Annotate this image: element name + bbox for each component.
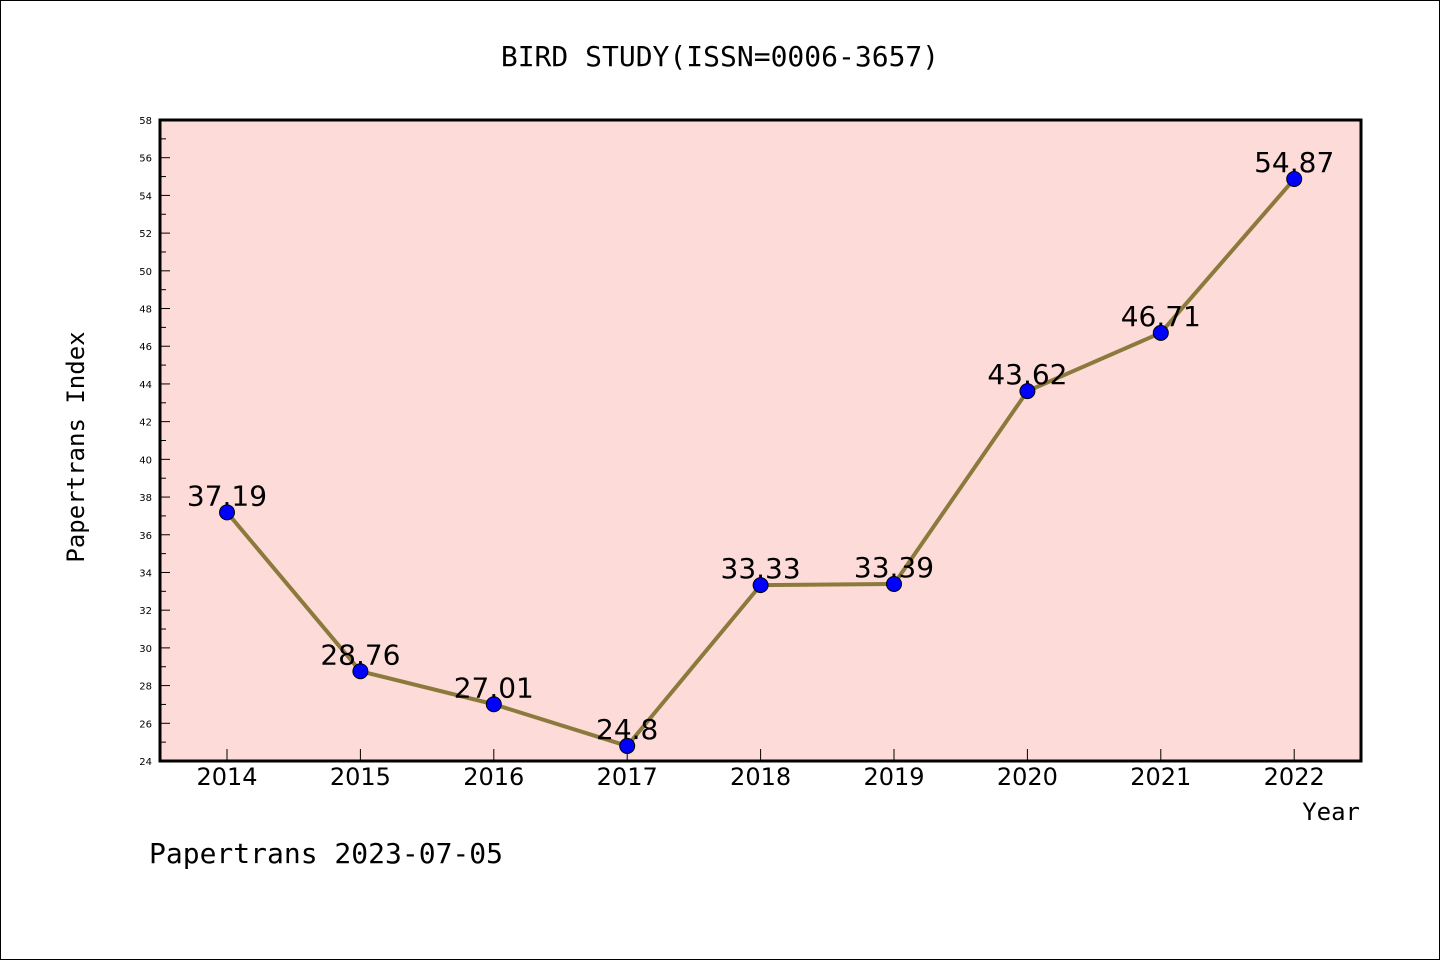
y-axis: 24 26 28 30 32 34 36 38 40 42 44 46 48 50 52 54 56 58 [139, 116, 170, 768]
x-tick-label: 2020 [997, 763, 1058, 791]
data-label: 27.01 [454, 671, 534, 704]
y-tick-label: 32 [139, 606, 152, 617]
plot-area [158, 118, 1363, 763]
data-label: 33.39 [854, 551, 934, 584]
x-tick-label: 2019 [863, 763, 924, 791]
data-label: 37.19 [187, 479, 267, 512]
series-line-group: 37.19 28.76 27.01 24.8 33.33 33.39 43.62 46.71 5… [187, 146, 1334, 754]
data-point [1152, 324, 1169, 341]
data-label: 28.76 [320, 638, 400, 671]
data-label: 43.62 [987, 358, 1067, 391]
y-tick-label: 48 [139, 305, 152, 316]
y-tick-label: 24 [139, 757, 152, 768]
x-tick-label: 2015 [330, 763, 391, 791]
y-tick-label: 52 [139, 229, 152, 240]
data-label: 24.8 [596, 713, 658, 746]
data-point [485, 696, 502, 713]
y-tick-label: 38 [139, 493, 152, 504]
data-point [352, 663, 369, 680]
y-tick-label: 36 [139, 531, 152, 542]
x-tick-label: 2017 [597, 763, 658, 791]
data-point [219, 504, 235, 521]
chart-title: BIRD STUDY(ISSN=0006-3657) [501, 40, 939, 73]
y-tick-label: 42 [139, 418, 152, 429]
data-label: 33.33 [721, 552, 801, 585]
y-tick-label: 34 [139, 568, 152, 579]
y-tick-label: 44 [139, 380, 152, 391]
y-axis-label: Papertrans Index [62, 331, 90, 562]
y-tick-label: 56 [139, 154, 152, 165]
footer-credit: Papertrans 2023-07-05 [149, 837, 503, 870]
y-tick-label: 54 [139, 191, 152, 202]
x-axis: 2014 2015 2016 2017 2018 2019 2020 2021 2022 [196, 749, 1325, 791]
y-tick-label: 40 [139, 455, 152, 466]
y-tick-label: 50 [139, 267, 152, 278]
y-tick-label: 26 [139, 719, 152, 730]
data-point [619, 737, 636, 754]
x-tick-label: 2016 [463, 763, 524, 791]
data-point [886, 575, 902, 592]
y-tick-label: 46 [139, 342, 152, 353]
data-label: 54.87 [1254, 146, 1334, 179]
y-tick-label: 58 [139, 116, 152, 127]
x-axis-label: Year [1302, 798, 1360, 826]
data-label: 46.71 [1121, 300, 1201, 333]
y-tick-label: 30 [139, 644, 152, 655]
data-point [1019, 383, 1036, 400]
x-tick-label: 2022 [1264, 763, 1325, 791]
data-point [752, 577, 769, 594]
data-point [1286, 171, 1303, 188]
x-tick-label: 2021 [1130, 763, 1191, 791]
x-tick-label: 2014 [196, 763, 257, 791]
x-tick-label: 2018 [730, 763, 791, 791]
y-tick-label: 28 [139, 682, 152, 693]
